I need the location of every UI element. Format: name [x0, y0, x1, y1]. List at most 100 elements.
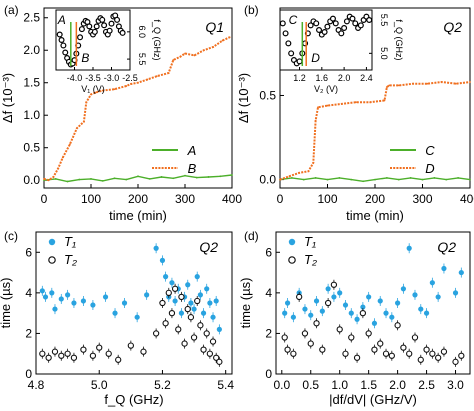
- data-point: [360, 304, 366, 310]
- data-point: [279, 178, 281, 181]
- data-point: [80, 298, 87, 304]
- data-point: [385, 86, 388, 88]
- inset-x-label: V₂ (V): [314, 84, 338, 94]
- x-tick-label: 100: [317, 192, 337, 206]
- data-point: [112, 310, 118, 316]
- inset-x-tick-label: -4.0: [67, 73, 83, 83]
- data-point: [435, 294, 441, 300]
- data-point: [45, 354, 52, 361]
- qubit-annotation: Q2: [443, 19, 462, 35]
- inset-point: [332, 20, 339, 27]
- data-point: [433, 177, 436, 179]
- data-point: [353, 354, 361, 361]
- data-point: [412, 82, 414, 85]
- data-point: [89, 352, 97, 359]
- inset-y-tick-label: 5.5: [379, 14, 389, 27]
- data-point: [319, 346, 326, 353]
- x-axis-label: f_Q (GHz): [104, 392, 163, 407]
- data-point: [302, 306, 308, 312]
- series-t2: T₂: [39, 252, 223, 367]
- data-point: [168, 309, 176, 317]
- data-point: [326, 178, 329, 181]
- inset-x-tick-label: 1.6: [316, 73, 329, 83]
- inset-point: [93, 23, 100, 30]
- data-point: [160, 176, 163, 178]
- data-point: [188, 300, 194, 306]
- qubit-annotation: Q2: [437, 239, 456, 255]
- x-tick-label: 400: [222, 192, 242, 206]
- data-point: [458, 269, 464, 276]
- data-point: [417, 356, 424, 363]
- plot-frame: [275, 231, 471, 375]
- y-tick-label: 2: [25, 326, 32, 340]
- data-point: [348, 334, 355, 341]
- data-point: [163, 274, 169, 280]
- data-point: [76, 127, 78, 130]
- x-tick-label: 5.4: [217, 378, 234, 392]
- data-point: [452, 358, 459, 365]
- data-point: [314, 177, 317, 179]
- inset-point: [316, 27, 323, 34]
- inset-point: [119, 29, 126, 36]
- data-point: [429, 350, 436, 357]
- data-point: [394, 322, 401, 329]
- inset-point: [285, 40, 292, 47]
- inset-y-label: f_Q (GHz): [152, 19, 162, 60]
- data-point: [90, 178, 92, 180]
- data-point: [165, 289, 172, 297]
- inset-x-tick-label: -2.5: [122, 73, 138, 83]
- inset-point: [91, 28, 98, 35]
- data-point: [52, 176, 55, 178]
- data-point: [127, 342, 134, 349]
- x-tick-label: 0: [277, 192, 284, 206]
- data-point: [125, 178, 128, 181]
- data-point: [113, 177, 116, 180]
- inset-point: [108, 20, 115, 27]
- data-point: [282, 310, 288, 316]
- data-point: [366, 294, 372, 300]
- series-t1: T₁: [282, 234, 464, 329]
- data-point: [78, 178, 81, 181]
- data-point: [301, 330, 309, 337]
- data-point: [115, 356, 122, 363]
- y-tick-label: 6: [25, 245, 32, 259]
- data-point: [397, 84, 400, 87]
- data-point: [190, 334, 198, 341]
- data-point: [178, 310, 185, 316]
- x-tick-label: 300: [412, 192, 432, 206]
- data-point: [159, 299, 166, 307]
- series-t2: T₂: [281, 252, 465, 367]
- data-point: [221, 39, 224, 42]
- data-point: [172, 177, 175, 180]
- data-point: [330, 281, 338, 288]
- data-point: [39, 350, 46, 357]
- x-axis-label: time (min): [109, 208, 167, 223]
- data-point: [90, 93, 92, 96]
- inset-point: [106, 27, 113, 34]
- inset-point: [99, 16, 106, 23]
- data-point: [153, 245, 159, 251]
- data-point: [331, 294, 337, 300]
- qubit-annotation: Q2: [199, 239, 218, 255]
- data-point: [296, 293, 303, 301]
- panel-label: (a): [4, 3, 19, 17]
- data-point: [307, 340, 314, 347]
- data-point: [101, 179, 104, 182]
- data-point: [423, 346, 430, 353]
- axes: 0.0 0.5 1.0 1.5 2.0 2.5 3.0 0 2 4 6: [265, 231, 471, 392]
- data-point: [452, 290, 459, 296]
- inset-point: [114, 16, 121, 23]
- data-point: [308, 312, 314, 318]
- data-point: [383, 99, 386, 102]
- inset-point: [77, 34, 84, 41]
- data-point: [348, 310, 354, 316]
- data-point: [440, 81, 443, 83]
- legend-label: T₁: [64, 234, 76, 249]
- data-point: [383, 310, 389, 316]
- inset-marker-label: C: [289, 13, 298, 27]
- y-axis-label: time (µs): [0, 278, 13, 329]
- data-point: [197, 292, 203, 298]
- legend-label: A: [187, 143, 197, 158]
- legend-label: D: [425, 161, 434, 176]
